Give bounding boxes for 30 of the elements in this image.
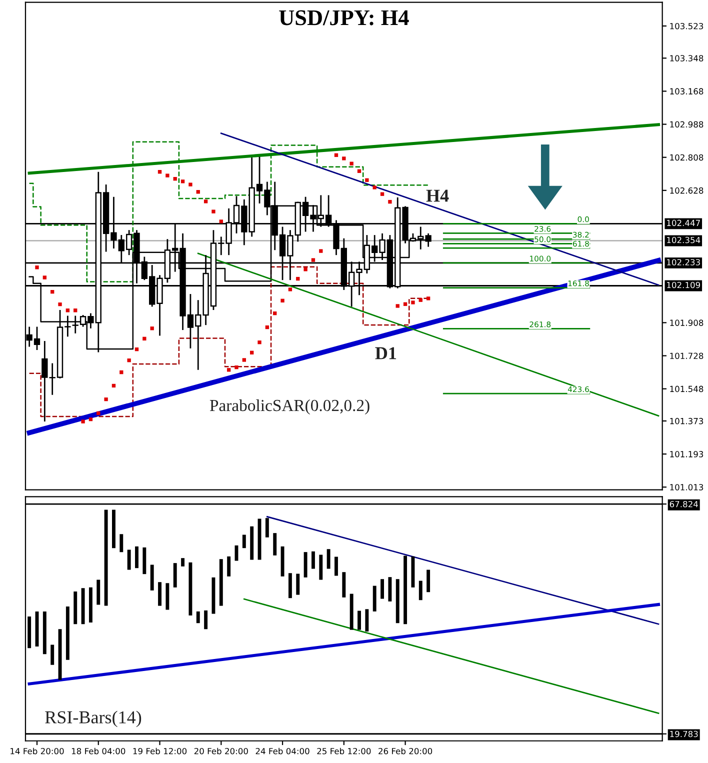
annotation: D1 xyxy=(375,347,396,360)
y-tick-label: 103.523 xyxy=(670,22,704,30)
x-tick-label: 26 Feb 20:00 xyxy=(378,748,432,754)
ref-line-label: 102.447 xyxy=(667,220,700,226)
x-tick-label: 24 Feb 04:00 xyxy=(256,748,310,754)
y-tick-label: 101.193 xyxy=(670,451,704,458)
y-tick-label: 67.824 xyxy=(670,500,698,508)
ref-line-label: 102.354 xyxy=(667,236,700,244)
annotation: ParabolicSAR(0.02,0.2) xyxy=(210,399,370,415)
y-tick-label: 102.628 xyxy=(670,187,704,194)
x-tick-label: 14 Feb 20:00 xyxy=(10,748,64,754)
y-tick-label: 101.728 xyxy=(670,352,704,360)
y-tick-label: 101.373 xyxy=(670,418,704,424)
y-tick-label: 102.988 xyxy=(670,121,704,128)
x-tick-label: 18 Feb 04:00 xyxy=(72,748,126,754)
ref-line-label: 102.109 xyxy=(667,282,700,288)
x-tick-label: 19 Feb 12:00 xyxy=(133,748,187,754)
y-tick-label: 101.548 xyxy=(670,386,704,392)
y-tick-label: 101.013 xyxy=(670,484,704,490)
annotation: RSI-Bars(14) xyxy=(45,710,142,728)
ref-line-label: 102.233 xyxy=(667,259,700,266)
x-tick-label: 20 Feb 20:00 xyxy=(194,748,248,754)
y-tick-label: 101.908 xyxy=(670,320,704,326)
x-tick-label: 25 Feb 12:00 xyxy=(317,748,371,754)
chart-title: USD/JPY: H4 xyxy=(279,10,409,26)
y-tick-label: 103.348 xyxy=(670,55,704,62)
annotation: H4 xyxy=(426,190,449,202)
y-tick-label: 19.783 xyxy=(670,730,698,738)
y-tick-label: 102.808 xyxy=(670,154,704,161)
y-tick-label: 103.168 xyxy=(670,88,704,94)
